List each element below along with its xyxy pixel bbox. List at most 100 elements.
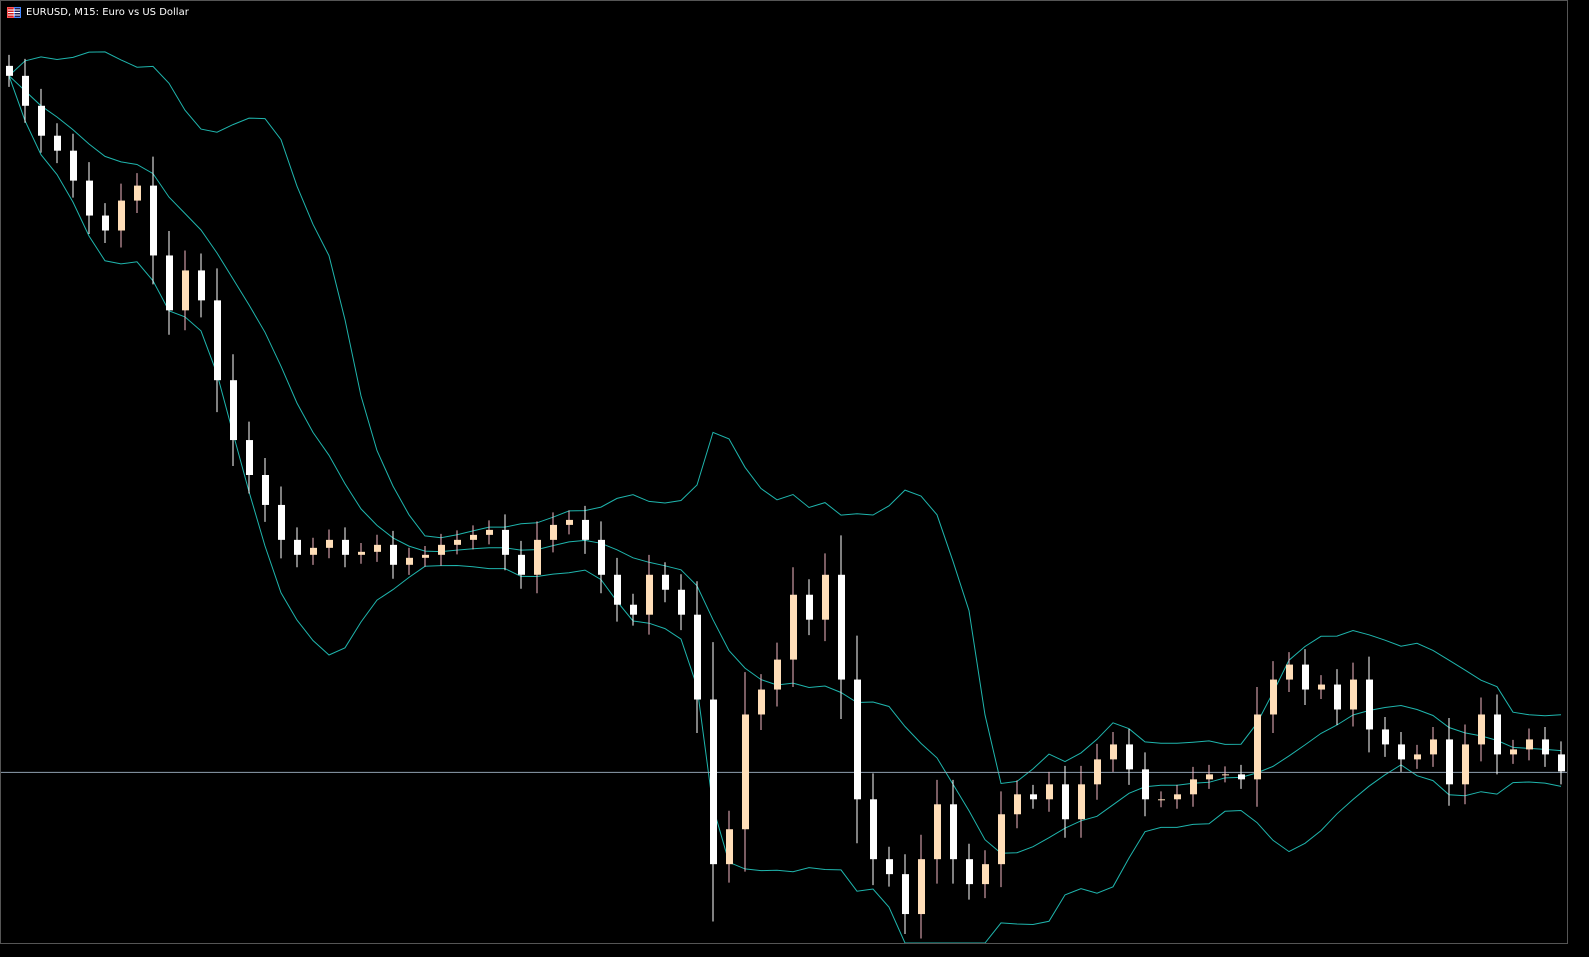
candle-body (870, 799, 877, 860)
candle-body (86, 180, 93, 216)
candle-body (1334, 684, 1341, 710)
candle-body (118, 200, 125, 231)
candle-body (1014, 794, 1021, 815)
candle-body (1366, 679, 1373, 730)
candle-body (694, 614, 701, 700)
candle-body (150, 185, 157, 256)
candle-body (230, 380, 237, 441)
candle-body (294, 539, 301, 555)
candle-body (822, 574, 829, 620)
candle-body (246, 440, 253, 475)
candle-body (950, 804, 957, 860)
candle-body (838, 574, 845, 680)
candle-body (1046, 784, 1053, 800)
candle-body (438, 544, 445, 555)
candle-body (1382, 729, 1389, 745)
candle-body (1462, 744, 1469, 785)
chart-window[interactable]: EURUSD, M15: Euro vs US Dollar (0, 0, 1568, 944)
candle-body (1094, 759, 1101, 785)
candle-body (1142, 769, 1149, 800)
candle-body (38, 105, 45, 136)
candle-body (454, 539, 461, 545)
candle-body (470, 534, 477, 540)
chart-window-icon (7, 7, 21, 18)
candle-body (70, 150, 77, 181)
candle-body (310, 547, 317, 555)
candle-body (1350, 679, 1357, 710)
candle-body (1126, 744, 1133, 770)
candle-body (1478, 714, 1485, 745)
candle-body (790, 594, 797, 660)
candle-body (262, 474, 269, 505)
candle-body (1190, 779, 1197, 795)
candle-body (1158, 799, 1165, 801)
candle-body (6, 65, 13, 76)
candle-body (406, 557, 413, 565)
candle-body (982, 864, 989, 885)
candle-body (598, 539, 605, 575)
candle-body (1286, 664, 1293, 680)
candle-body (710, 699, 717, 865)
candle-body (1430, 739, 1437, 755)
candle-body (502, 529, 509, 555)
candle-body (534, 539, 541, 575)
candle-body (678, 589, 685, 615)
candle-body (1254, 714, 1261, 780)
candle-body (1222, 774, 1229, 776)
candle-body (1302, 664, 1309, 690)
candle-body (1238, 774, 1245, 780)
candle-body (1494, 714, 1501, 755)
bollinger-lower-band (8, 75, 1562, 943)
candle-body (342, 539, 349, 555)
candle-body (1398, 744, 1405, 760)
candle-body (758, 689, 765, 715)
candle-body (102, 215, 109, 231)
candle-body (1062, 784, 1069, 820)
candle-body (614, 574, 621, 605)
candle-body (166, 255, 173, 311)
candle-body (566, 519, 573, 525)
candle-body (1414, 754, 1421, 760)
price-chart[interactable] (1, 1, 1567, 943)
candle-body (934, 804, 941, 860)
candle-body (662, 574, 669, 590)
candle-body (182, 270, 189, 311)
candle-body (630, 604, 637, 615)
candle-body (1558, 754, 1565, 772)
candle-body (1446, 739, 1453, 785)
candle-body (806, 594, 813, 620)
candle-body (1510, 749, 1517, 755)
candle-body (1542, 739, 1549, 755)
candle-body (486, 529, 493, 535)
candle-body (214, 300, 221, 381)
candle-body (1174, 794, 1181, 800)
candle-body (966, 859, 973, 885)
candle-body (134, 185, 141, 201)
candle-body (742, 714, 749, 830)
candle-body (646, 574, 653, 615)
candle-body (422, 554, 429, 558)
candle-body (518, 554, 525, 575)
candle-body (1206, 774, 1213, 780)
bollinger-middle-band (8, 75, 1562, 854)
candle-body (902, 874, 909, 915)
candle-body (726, 829, 733, 865)
candle-body (54, 135, 61, 151)
candle-body (326, 539, 333, 548)
candle-body (374, 544, 381, 552)
candle-body (390, 544, 397, 565)
candle-body (278, 504, 285, 540)
candle-body (1078, 784, 1085, 820)
chart-title: EURUSD, M15: Euro vs US Dollar (26, 7, 189, 18)
candle-body (358, 551, 365, 555)
candle-body (1318, 684, 1325, 690)
candle-body (550, 524, 557, 540)
candle-body (998, 814, 1005, 865)
candle-body (1526, 739, 1533, 750)
candle-body (582, 519, 589, 540)
bollinger-upper-band (8, 51, 1562, 785)
candle-body (854, 679, 861, 800)
candle-body (198, 270, 205, 301)
candle-body (1030, 794, 1037, 800)
candle-body (22, 75, 29, 106)
